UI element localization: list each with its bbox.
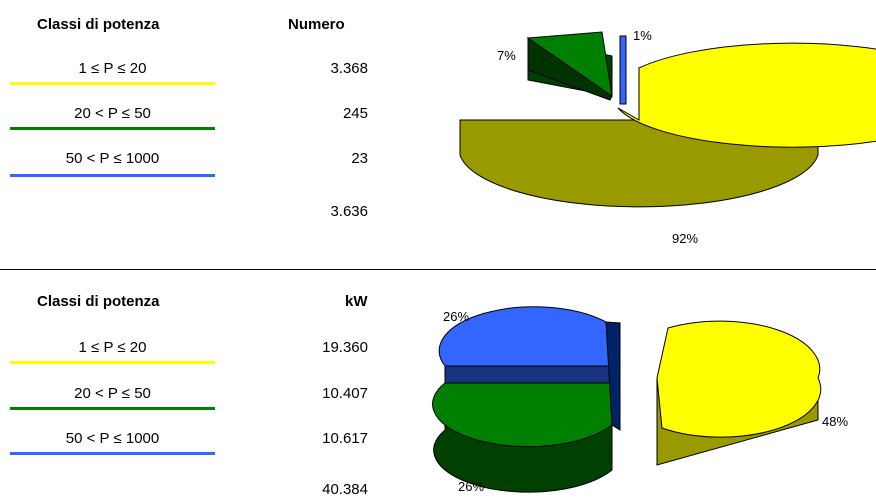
legend-line-yellow bbox=[10, 82, 215, 85]
legend-line-yellow bbox=[10, 361, 215, 364]
percent-label: 7% bbox=[497, 48, 516, 63]
percent-label: 1% bbox=[633, 28, 652, 43]
value-header: Numero bbox=[288, 16, 345, 33]
class-label: 1 ≤ P ≤ 20 bbox=[78, 60, 147, 77]
percent-label: 26% bbox=[458, 479, 484, 494]
value-cell: 10.407 bbox=[322, 385, 368, 402]
value-cell: 245 bbox=[342, 105, 368, 122]
percent-label: 48% bbox=[822, 414, 848, 429]
pie-slice-yellow bbox=[617, 42, 876, 148]
pie-slice-green bbox=[432, 382, 613, 448]
class-label: 1 ≤ P ≤ 20 bbox=[78, 339, 147, 356]
value-cell: 10.617 bbox=[322, 430, 368, 447]
class-label: 20 < P ≤ 50 bbox=[74, 385, 151, 402]
legend-line-green bbox=[10, 407, 215, 410]
legend-line-blue bbox=[10, 174, 215, 177]
percent-label: 92% bbox=[672, 231, 698, 246]
class-header: Classi di potenza bbox=[37, 16, 160, 33]
legend-line-green bbox=[10, 127, 215, 130]
total-cell: 3.636 bbox=[330, 203, 368, 220]
pie-slice-yellow bbox=[656, 320, 822, 438]
pie-slice-top-green bbox=[526, 31, 613, 98]
legend-line-blue bbox=[10, 452, 215, 455]
class-label: 50 < P ≤ 1000 bbox=[65, 150, 160, 167]
class-label: 50 < P ≤ 1000 bbox=[65, 430, 160, 447]
percent-label: 26% bbox=[443, 309, 469, 324]
pie-slice-side-blue bbox=[444, 365, 613, 384]
section-divider bbox=[0, 269, 876, 270]
class-label: 20 < P ≤ 50 bbox=[74, 105, 151, 122]
value-header: kW bbox=[345, 293, 368, 310]
value-cell: 3.368 bbox=[330, 60, 368, 77]
pie-slice-blue bbox=[619, 35, 627, 105]
pie-slice-blue bbox=[438, 306, 613, 367]
class-header: Classi di potenza bbox=[37, 293, 160, 310]
value-cell: 19.360 bbox=[322, 339, 368, 356]
value-cell: 23 bbox=[351, 150, 368, 167]
pie-slice-edge-blue bbox=[605, 321, 621, 431]
